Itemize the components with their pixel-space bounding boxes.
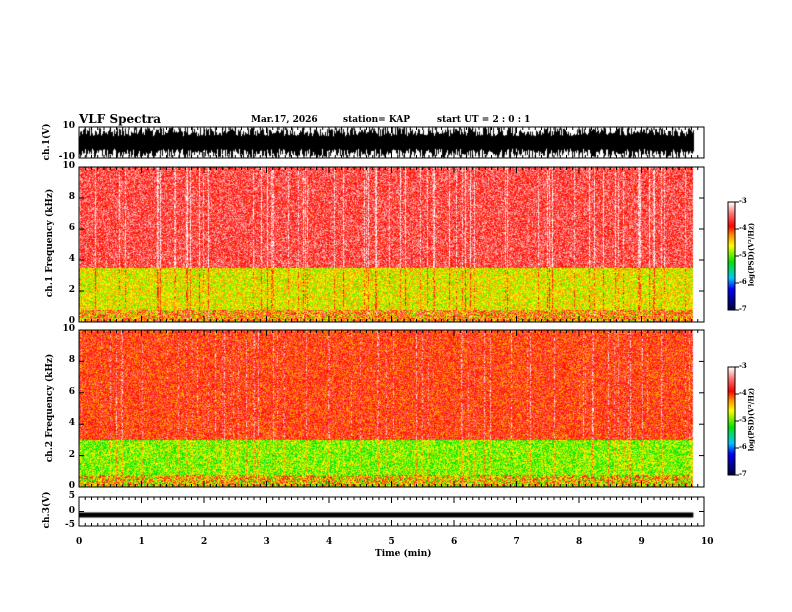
y-tick-label: -5: [65, 520, 75, 530]
y-tick-label: 8: [68, 192, 75, 202]
y-tick-label: 10: [62, 324, 75, 334]
y-tick-label: 2: [68, 449, 75, 460]
y-tick-label: 8: [68, 355, 75, 366]
colorbar-tick-label: -4: [739, 388, 747, 397]
colorbar-tick-label: -3: [739, 196, 747, 205]
x-tick-label: 4: [326, 537, 333, 547]
figure-title: VLF Spectra: [79, 112, 162, 126]
y-tick-label: 4: [68, 418, 75, 429]
y-tick-label: 6: [68, 223, 75, 233]
y-tick-label: 0: [68, 481, 75, 491]
x-tick-label: 2: [201, 537, 208, 547]
colorbar-tick-label: -5: [739, 415, 747, 424]
colorbar-tick-label: -7: [739, 304, 747, 313]
y-tick-label: 2: [68, 285, 75, 295]
station-label: station= KAP: [343, 115, 411, 125]
x-tick-label: 10: [701, 537, 714, 547]
x-tick-label: 9: [638, 537, 645, 547]
colorbar-tick-label: -7: [739, 469, 747, 478]
colorbar-tick-label: -4: [739, 223, 747, 232]
x-tick-label: 8: [576, 537, 583, 547]
y-tick-label: 5: [68, 491, 75, 501]
y-tick-label: 0: [68, 316, 75, 326]
y-tick-label: 10: [62, 121, 75, 131]
colorbar-tick-label: -3: [739, 361, 747, 370]
start-time-label: start UT = 2 : 0 : 1: [437, 115, 531, 125]
colorbar-tick-label: -6: [739, 277, 747, 286]
x-tick-label: 7: [513, 537, 520, 547]
date-label: Mar.17, 2026: [251, 115, 318, 125]
y-tick-label: 4: [68, 254, 75, 264]
x-tick-label: 1: [138, 537, 145, 547]
x-axis-label: Time (min): [375, 549, 432, 559]
x-tick-label: 3: [263, 537, 270, 547]
y-tick-label: 0: [68, 505, 75, 516]
y-tick-label: 10: [62, 161, 75, 171]
colorbar-tick-label: -6: [739, 442, 747, 451]
x-tick-label: 5: [388, 537, 395, 547]
x-tick-label: 6: [451, 537, 458, 547]
colorbar-tick-label: -5: [739, 250, 747, 259]
x-tick-label: 0: [76, 537, 83, 547]
y-tick-label: 6: [68, 386, 75, 397]
y-tick-label: -10: [58, 152, 75, 162]
